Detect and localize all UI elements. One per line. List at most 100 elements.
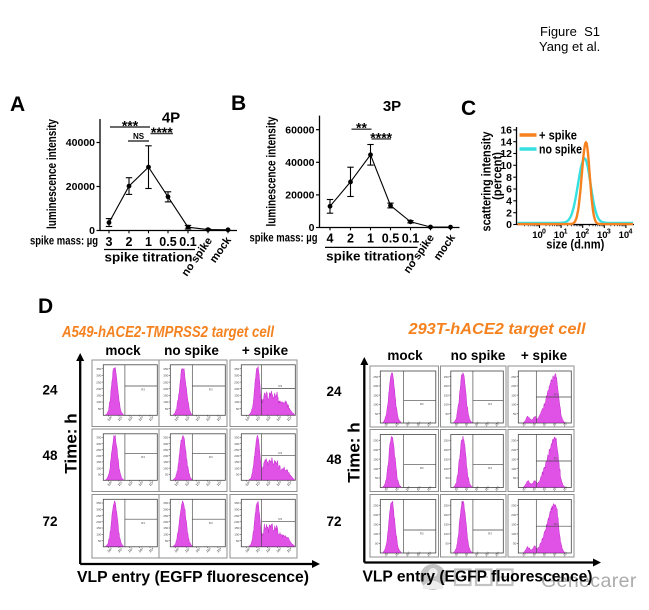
- svg-text:250: 250: [444, 438, 449, 442]
- svg-text:101: 101: [184, 547, 191, 554]
- svg-text:250: 250: [444, 503, 449, 507]
- svg-text:104: 104: [562, 551, 569, 557]
- svg-text:50: 50: [165, 472, 169, 476]
- svg-text:100: 100: [96, 533, 101, 537]
- svg-text:350: 350: [96, 367, 101, 371]
- svg-text:101: 101: [255, 547, 262, 554]
- svg-text:150: 150: [373, 393, 378, 397]
- svg-text:R3: R3: [488, 466, 492, 470]
- svg-text:10: 10: [619, 230, 630, 241]
- svg-text:VLP entry (EGFP fluorescence): VLP entry (EGFP fluorescence): [363, 569, 593, 586]
- svg-text:12: 12: [500, 148, 512, 160]
- svg-text:100: 100: [511, 403, 516, 407]
- svg-text:104: 104: [216, 480, 223, 487]
- svg-text:104: 104: [148, 480, 155, 487]
- svg-text:100: 100: [444, 403, 449, 407]
- svg-text:50: 50: [513, 542, 517, 546]
- svg-text:+ spike: + spike: [539, 128, 577, 142]
- svg-text:50: 50: [513, 412, 517, 416]
- svg-text:mock: mock: [432, 232, 459, 263]
- svg-text:100: 100: [107, 547, 114, 554]
- svg-text:R3: R3: [420, 402, 424, 406]
- svg-text:luminescence intensity: luminescence intensity: [264, 116, 279, 227]
- svg-text:50: 50: [375, 476, 379, 480]
- svg-text:104: 104: [286, 547, 293, 554]
- svg-text:1: 1: [145, 235, 152, 249]
- svg-text:R3: R3: [278, 384, 282, 388]
- svg-text:101: 101: [184, 480, 191, 487]
- svg-text:R3: R3: [209, 521, 213, 525]
- svg-text:R3: R3: [554, 393, 558, 397]
- svg-text:103: 103: [138, 480, 145, 487]
- svg-text:100: 100: [245, 480, 252, 487]
- svg-text:200: 200: [444, 513, 449, 517]
- svg-text:250: 250: [234, 380, 239, 384]
- svg-text:250: 250: [373, 438, 378, 442]
- svg-text:200: 200: [234, 520, 239, 524]
- svg-text:250: 250: [96, 448, 101, 452]
- svg-text:100: 100: [245, 415, 252, 422]
- svg-text:scattering intensity: scattering intensity: [480, 131, 494, 231]
- svg-text:150: 150: [511, 393, 516, 397]
- svg-text:Time: h: Time: h: [62, 413, 81, 473]
- svg-text:104: 104: [426, 485, 433, 491]
- svg-text:250: 250: [163, 380, 168, 384]
- svg-text:300: 300: [163, 508, 168, 512]
- svg-text:104: 104: [494, 421, 501, 427]
- svg-text:spike titration: spike titration: [105, 251, 193, 265]
- svg-text:R3: R3: [278, 451, 282, 455]
- svg-text:+ spike: + spike: [521, 348, 568, 363]
- svg-text:104: 104: [148, 547, 155, 554]
- svg-text:50: 50: [236, 472, 240, 476]
- svg-text:103: 103: [205, 415, 212, 422]
- svg-text:Time: h: Time: h: [345, 422, 364, 482]
- svg-text:103: 103: [205, 547, 212, 554]
- svg-text:101: 101: [255, 415, 262, 422]
- svg-text:100: 100: [96, 466, 101, 470]
- svg-text:1: 1: [367, 232, 374, 246]
- svg-text:104: 104: [426, 551, 433, 557]
- svg-text:R3: R3: [420, 532, 424, 536]
- svg-text:spike mass: µg: spike mass: µg: [30, 236, 98, 248]
- svg-text:100: 100: [163, 400, 168, 404]
- svg-text:250: 250: [511, 375, 516, 379]
- svg-text:103: 103: [416, 485, 423, 491]
- svg-text:350: 350: [163, 501, 168, 505]
- svg-text:200: 200: [511, 513, 516, 517]
- svg-text:50: 50: [165, 407, 169, 411]
- svg-text:24: 24: [326, 384, 342, 399]
- svg-text:350: 350: [234, 501, 239, 505]
- svg-text:250: 250: [234, 448, 239, 452]
- svg-text:103: 103: [484, 485, 491, 491]
- svg-text:2: 2: [347, 232, 354, 246]
- svg-text:size (d.nm): size (d.nm): [546, 237, 604, 251]
- svg-text:10: 10: [597, 230, 608, 241]
- svg-text:50: 50: [445, 542, 449, 546]
- svg-text:300: 300: [163, 442, 168, 446]
- svg-text:150: 150: [234, 460, 239, 464]
- svg-text:50: 50: [445, 476, 449, 480]
- svg-text:50: 50: [375, 542, 379, 546]
- svg-text:6: 6: [506, 184, 512, 196]
- svg-text:100: 100: [444, 467, 449, 471]
- svg-text:200: 200: [444, 448, 449, 452]
- svg-text:101: 101: [117, 480, 124, 487]
- svg-text:50: 50: [445, 412, 449, 416]
- svg-text:72: 72: [326, 514, 341, 529]
- svg-text:2: 2: [585, 229, 589, 236]
- svg-text:48: 48: [326, 452, 342, 467]
- svg-text:100: 100: [107, 480, 114, 487]
- svg-text:50: 50: [98, 539, 102, 543]
- svg-text:4P: 4P: [162, 110, 180, 127]
- svg-text:150: 150: [373, 523, 378, 527]
- svg-text:0.5: 0.5: [382, 232, 399, 246]
- svg-text:150: 150: [373, 457, 378, 461]
- svg-text:102: 102: [474, 551, 481, 557]
- svg-text:300: 300: [163, 374, 168, 378]
- svg-text:24: 24: [42, 383, 58, 398]
- svg-text:50: 50: [236, 407, 240, 411]
- svg-text:102: 102: [265, 547, 272, 554]
- svg-text:10: 10: [500, 160, 512, 172]
- svg-text:150: 150: [163, 526, 168, 530]
- svg-text:300: 300: [234, 442, 239, 446]
